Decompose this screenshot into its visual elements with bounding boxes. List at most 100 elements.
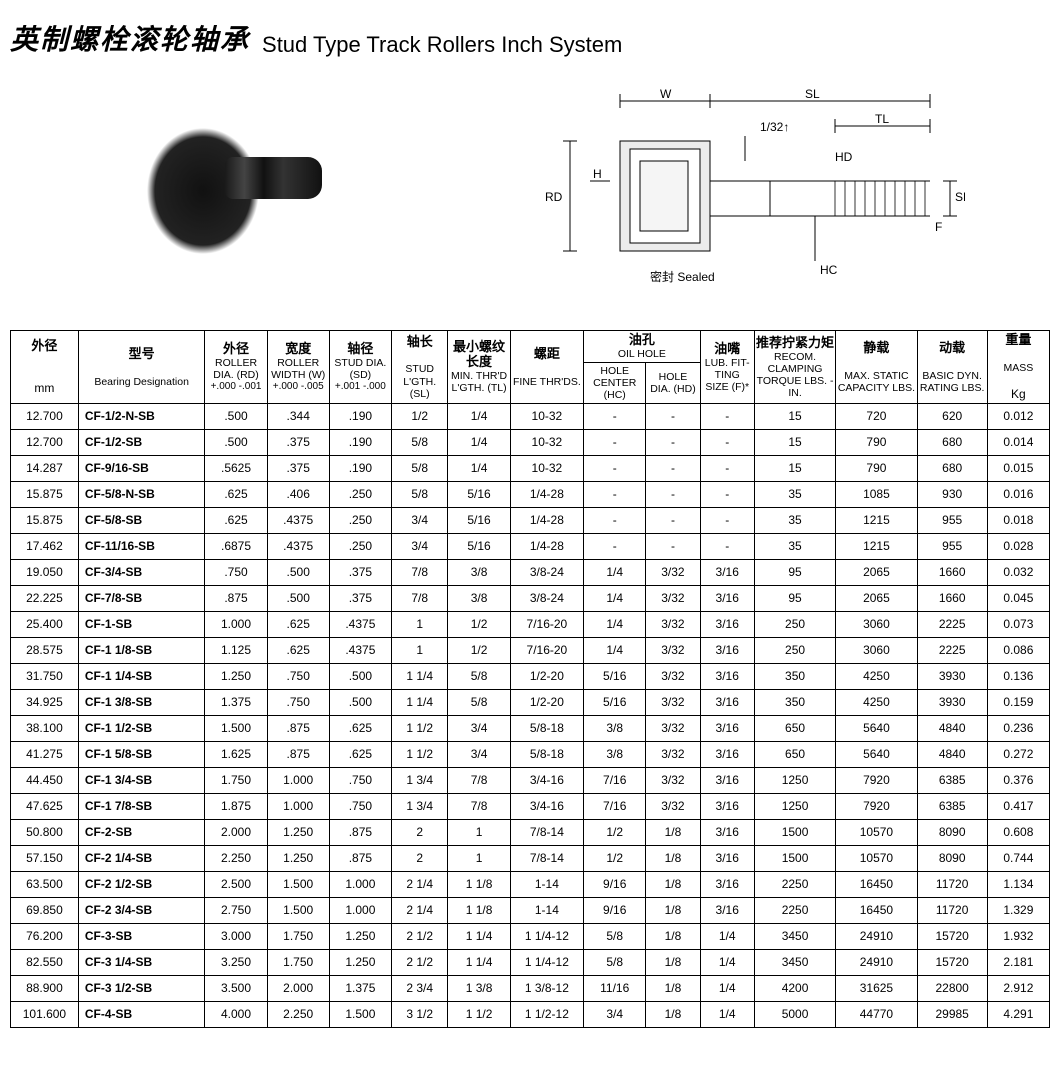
table-row: 63.500CF-2 1/2-SB2.5001.5001.0002 1/41 1… [11,872,1050,898]
table-cell: CF-3 1/2-SB [78,976,205,1002]
table-row: 28.575CF-1 1/8-SB1.125.625.437511/27/16-… [11,638,1050,664]
svg-text:W: W [660,87,672,101]
table-cell: 5/8 [448,664,510,690]
table-cell: 3/16 [700,586,754,612]
table-cell: .500 [267,560,329,586]
table-cell: 5/16 [448,534,510,560]
table-cell: 41.275 [11,742,79,768]
table-cell: 720 [836,404,917,430]
table-cell: 10570 [836,820,917,846]
table-cell: .750 [267,664,329,690]
table-cell: 3060 [836,612,917,638]
table-cell: 7920 [836,794,917,820]
table-body: 12.700CF-1/2-N-SB.500.344.1901/21/410-32… [11,404,1050,1028]
table-cell: .375 [267,430,329,456]
table-cell: 620 [917,404,987,430]
table-cell: 101.600 [11,1002,79,1028]
table-cell: - [646,508,700,534]
table-cell: 1/4 [448,430,510,456]
table-cell: 2.912 [987,976,1049,1002]
table-cell: - [700,508,754,534]
table-cell: .875 [329,846,391,872]
table-cell: .625 [205,482,267,508]
table-cell: CF-1-SB [78,612,205,638]
table-cell: CF-5/8-SB [78,508,205,534]
table-cell: 1085 [836,482,917,508]
title-chinese: 英制螺栓滚轮轴承 [10,18,250,58]
table-cell: 1 [391,612,448,638]
table-cell: 1/8 [646,820,700,846]
table-cell: - [584,508,646,534]
table-cell: 0.744 [987,846,1049,872]
table-row: 14.287CF-9/16-SB.5625.375.1905/81/410-32… [11,456,1050,482]
table-cell: 7/8 [391,586,448,612]
table-cell: 24910 [836,924,917,950]
table-cell: 1/8 [646,872,700,898]
table-cell: .250 [329,508,391,534]
table-cell: 4840 [917,742,987,768]
table-row: 25.400CF-1-SB1.000.625.437511/27/16-201/… [11,612,1050,638]
table-cell: 2 [391,846,448,872]
table-cell: 63.500 [11,872,79,898]
table-cell: 1250 [754,768,835,794]
table-cell: 1/8 [646,924,700,950]
table-cell: .750 [267,690,329,716]
table-cell: 0.159 [987,690,1049,716]
table-cell: 50.800 [11,820,79,846]
table-cell: 3/8-24 [510,560,583,586]
table-cell: .625 [267,638,329,664]
table-row: 41.275CF-1 5/8-SB1.625.875.6251 1/23/45/… [11,742,1050,768]
table-cell: 1.329 [987,898,1049,924]
table-cell: 15720 [917,924,987,950]
table-cell: 1/2-20 [510,690,583,716]
table-cell: 22.225 [11,586,79,612]
table-cell: 7920 [836,768,917,794]
table-cell: .500 [205,430,267,456]
table-cell: 1.932 [987,924,1049,950]
table-cell: - [646,534,700,560]
table-cell: 0.608 [987,820,1049,846]
svg-text:TL: TL [875,112,889,126]
table-cell: 955 [917,534,987,560]
table-cell: 1.375 [205,690,267,716]
table-cell: 1 1/4-12 [510,950,583,976]
table-cell: 1 [448,820,510,846]
table-cell: 1500 [754,820,835,846]
table-row: 44.450CF-1 3/4-SB1.7501.000.7501 3/47/83… [11,768,1050,794]
table-cell: .250 [329,534,391,560]
table-cell: 1/4 [700,924,754,950]
table-cell: 5/8-18 [510,716,583,742]
table-cell: 1.750 [205,768,267,794]
table-cell: .375 [329,586,391,612]
svg-text:HD: HD [835,150,853,164]
table-cell: 16450 [836,898,917,924]
table-cell: - [646,482,700,508]
spec-table: 外径mm 型号Bearing Designation 外径ROLLER DIA.… [10,330,1050,1028]
table-cell: .500 [205,404,267,430]
table-cell: 1/8 [646,898,700,924]
table-cell: 5/8 [391,430,448,456]
table-cell: 0.015 [987,456,1049,482]
table-cell: 1/4 [700,976,754,1002]
table-cell: 1.250 [267,820,329,846]
table-cell: .375 [267,456,329,482]
table-cell: 95 [754,586,835,612]
table-cell: 1 3/4 [391,794,448,820]
table-cell: 17.462 [11,534,79,560]
table-cell: 3.000 [205,924,267,950]
table-cell: CF-2 1/4-SB [78,846,205,872]
table-cell: 250 [754,638,835,664]
table-cell: 5/16 [448,482,510,508]
table-cell: 44.450 [11,768,79,794]
table-cell: CF-1 3/8-SB [78,690,205,716]
table-cell: 3/16 [700,716,754,742]
table-cell: 69.850 [11,898,79,924]
table-cell: 15 [754,456,835,482]
table-cell: 3/4 [584,1002,646,1028]
table-cell: 1.875 [205,794,267,820]
table-cell: 1-14 [510,898,583,924]
table-cell: 29985 [917,1002,987,1028]
table-cell: 3/32 [646,794,700,820]
table-cell: 4200 [754,976,835,1002]
table-cell: 2 1/2 [391,924,448,950]
